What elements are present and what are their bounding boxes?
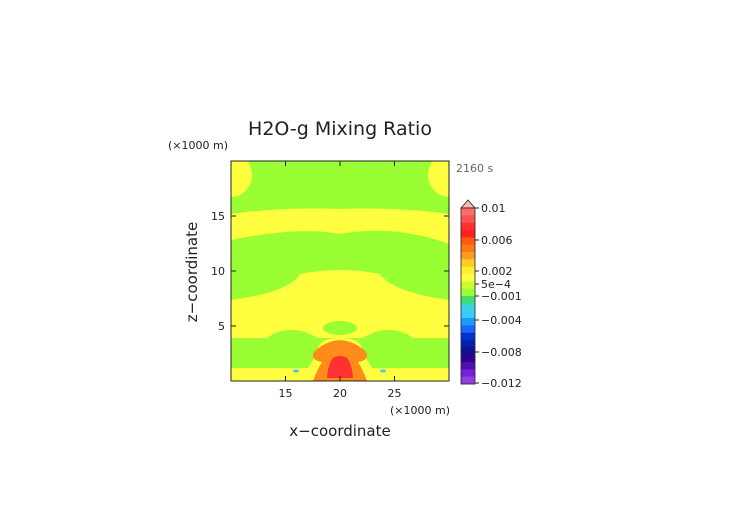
y-tick-label: 15 [211,210,225,223]
mixing-ratio-field [231,161,449,381]
x-unit-label: (×1000 m) [390,404,450,417]
field-yellow-top-right [428,161,449,197]
colorbar-tick-label: −0.001 [481,290,522,303]
colorbar-band [461,259,475,267]
colorbar-band [461,325,475,333]
time-label: 2160 s [456,162,493,175]
x-tick-label: 20 [333,387,347,400]
y-unit-label: (×1000 m) [168,139,228,152]
colorbar-band [461,296,475,304]
field-red-core [327,356,353,378]
y-tick-label: 5 [218,320,225,333]
field-cyan-speck-left [293,369,299,373]
colorbar-band [461,281,475,289]
colorbar-band [461,208,475,216]
colorbar-band [461,318,475,326]
colorbar-band [461,310,475,319]
colorbar-tick-label: 0.01 [481,202,506,215]
x-tick-label: 25 [388,387,402,400]
colorbar-band [461,274,475,282]
x-axis-label: x−coordinate [289,422,390,440]
colorbar-band [461,362,475,370]
y-axis-label: z−coordinate [183,222,201,322]
chart-title: H2O-g Mixing Ratio [248,118,432,140]
colorbar-tick-label: 5e−4 [481,278,511,291]
field-yellow-top-left [231,161,252,197]
colorbar-tick-label: −0.012 [481,377,522,390]
colorbar-band [461,376,475,385]
colorbar-band [461,288,475,297]
colorbar-band [461,244,475,253]
colorbar-band [461,230,475,238]
colorbar-band [461,237,475,245]
y-tick-label: 10 [211,265,225,278]
colorbar-overflow-triangle [460,199,476,209]
colorbar-band [461,369,475,377]
colorbar-band [461,222,475,231]
x-tick-label: 15 [279,387,293,400]
field-green-island-center [323,321,357,335]
colorbar-band [461,266,475,275]
colorbar-band [461,347,475,355]
colorbar-band [461,252,475,260]
x-axis-ticks: 15 20 25 [279,161,402,400]
colorbar-band [461,340,475,348]
y-axis-ticks: 5 10 15 [211,210,449,333]
colorbar-tick-label: 0.006 [481,234,513,247]
colorbar-tick-label: 0.002 [481,265,513,278]
field-yellow-upper-layer [231,208,449,244]
colorbar-band [461,332,475,341]
colorbar-band [461,215,475,223]
colorbar-tick-label: −0.004 [481,314,522,327]
colorbar-tick-label: −0.008 [481,346,522,359]
field-cyan-speck-right [380,369,386,373]
colorbar-band [461,354,475,363]
colorbar-band [461,303,475,311]
